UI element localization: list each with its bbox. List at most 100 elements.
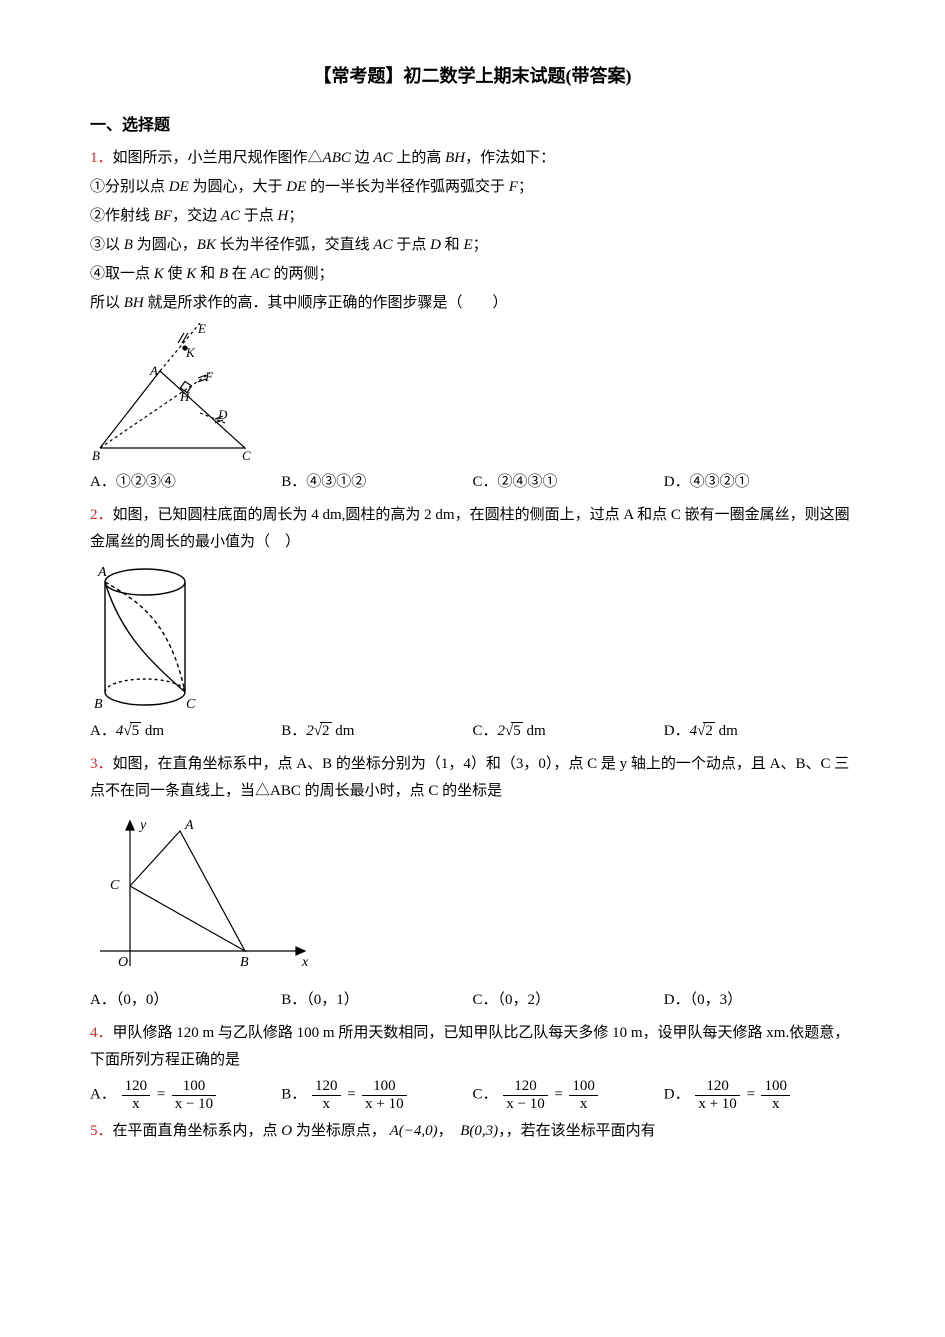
q1-optA: A．①②③④: [90, 469, 281, 496]
q1-number: 1: [90, 150, 98, 166]
q4-body: 甲队修路 120 m 与乙队修路 100 m 所用天数相同，已知甲队比乙队每天多…: [90, 1025, 849, 1068]
q5-b: 为坐标原点，: [292, 1123, 386, 1139]
q4c-d2: x: [569, 1096, 598, 1113]
q2d-coef: 4: [690, 723, 698, 739]
d1: D: [430, 237, 441, 253]
q5-B: B(0,3): [460, 1123, 498, 1139]
q2-options: A．4√5 dm B．2√2 dm C．2√5 dm D．4√2 dm: [90, 718, 855, 745]
s3c: 长为半径作弧，交直线: [216, 237, 374, 253]
q4-dot: ．: [98, 1025, 113, 1041]
q2-optA: A．4√5 dm: [90, 718, 281, 745]
q4d-pre: D．: [664, 1087, 690, 1103]
q2-figure: A B C: [90, 562, 855, 712]
q1-dot: ．: [98, 150, 113, 166]
fig3-x: x: [301, 955, 309, 970]
h1: H: [278, 208, 289, 224]
q2-optB: B．2√2 dm: [281, 718, 472, 745]
q4b-n1: 120: [312, 1078, 341, 1096]
bf: BF: [154, 208, 172, 224]
s4c: 和: [196, 266, 219, 282]
q4b-d1: x: [312, 1096, 341, 1113]
q2-body: 如图，已知圆柱底面的周长为 4 dm,圆柱的高为 2 dm，在圆柱的侧面上，过点…: [90, 507, 850, 550]
fig1-B: B: [92, 448, 100, 463]
b1: B: [124, 237, 133, 253]
fig1-K: K: [185, 345, 196, 360]
k2: K: [186, 266, 196, 282]
s3a: ③以: [90, 237, 124, 253]
fig3-y: y: [138, 818, 147, 833]
s3d: 于点: [393, 237, 431, 253]
q2c-unit: dm: [523, 723, 546, 739]
ac: AC: [373, 150, 392, 166]
q2c-pre: C．: [473, 723, 498, 739]
de2: DE: [286, 179, 306, 195]
q2c-coef: 2: [498, 723, 506, 739]
s2b: ，交边: [172, 208, 221, 224]
q3-figure: y A C O B x: [90, 811, 855, 981]
bk: BK: [197, 237, 216, 253]
s2a: ②作射线: [90, 208, 154, 224]
q3-optC: C．（0，2）: [473, 987, 664, 1014]
q3-text: 3．如图，在直角坐标系中，点 A、B 的坐标分别为（1，4）和（3，0），点 C…: [90, 751, 855, 805]
s1a: ①分别以点: [90, 179, 169, 195]
q4-text: 4．甲队修路 120 m 与乙队修路 100 m 所用天数相同，已知甲队比乙队每…: [90, 1020, 855, 1074]
fig3-O: O: [118, 955, 128, 970]
s2c: 于点: [240, 208, 278, 224]
abc: ABC: [323, 150, 351, 166]
q4c-n2: 100: [569, 1078, 598, 1096]
fig1-H: H: [179, 389, 190, 404]
ac2: AC: [221, 208, 240, 224]
q2b-pre: B．: [281, 723, 306, 739]
q3-dot: ．: [98, 756, 113, 772]
q2-optC: C．2√5 dm: [473, 718, 664, 745]
q4c-eq: =: [553, 1087, 563, 1103]
q1-t1b: 边: [351, 150, 374, 166]
q3-body: 如图，在直角坐标系中，点 A、B 的坐标分别为（1，4）和（3，0），点 C 是…: [90, 756, 849, 799]
q4d-d2: x: [761, 1096, 790, 1113]
q2-optD: D．4√2 dm: [664, 718, 855, 745]
q1-optD: D．④③②①: [664, 469, 855, 496]
q2d-unit: dm: [715, 723, 738, 739]
section-header: 一、选择题: [90, 112, 855, 141]
q4d-d1: x + 10: [695, 1096, 739, 1113]
q2b-rad: 2: [320, 722, 332, 739]
s4b: 使: [164, 266, 187, 282]
fig2-C: C: [186, 697, 196, 712]
q4b-eq: =: [346, 1087, 356, 1103]
q4b-d2: x + 10: [362, 1096, 406, 1113]
s3e: 和: [441, 237, 464, 253]
f1: F: [509, 179, 518, 195]
q4-optB: B． 120x = 100x + 10: [281, 1078, 472, 1112]
q5-dot: ．: [98, 1123, 113, 1139]
fig1-C: C: [242, 448, 251, 463]
q3-optB: B．（0，1）: [281, 987, 472, 1014]
q4d-n2: 100: [761, 1078, 790, 1096]
ac3: AC: [373, 237, 392, 253]
q4-options: A． 120x = 100x − 10 B． 120x = 100x + 10 …: [90, 1078, 855, 1112]
q1-t1c: 上的高: [393, 150, 446, 166]
fig2-B: B: [94, 697, 103, 712]
s3f: ；: [473, 237, 488, 253]
bh2: BH: [124, 295, 144, 311]
q2d-pre: D．: [664, 723, 690, 739]
q5-c2: ，: [498, 1123, 506, 1139]
q3-optD: D．（0，3）: [664, 987, 855, 1014]
q1-step3: ③以 B 为圆心，BK 长为半径作弧，交直线 AC 于点 D 和 E；: [90, 232, 855, 259]
q2a-unit: dm: [141, 723, 164, 739]
de1: DE: [169, 179, 189, 195]
q1-step4: ④取一点 K 使 K 和 B 在 AC 的两侧；: [90, 261, 855, 288]
ta: 所以: [90, 295, 124, 311]
s4e: 的两侧；: [270, 266, 334, 282]
e1: E: [463, 237, 472, 253]
q4a-n1: 120: [122, 1078, 151, 1096]
q2c-rad: 5: [511, 722, 523, 739]
q4b-pre: B．: [281, 1087, 306, 1103]
fig1-D: D: [217, 407, 228, 422]
q5-text: 5．在平面直角坐标系内，点 O 为坐标原点， A(−4,0)， B(0,3)，，…: [90, 1118, 855, 1145]
q4a-d1: x: [122, 1096, 151, 1113]
q5-c: ，若在该坐标平面内有: [506, 1123, 656, 1139]
q2d-rad: 2: [703, 722, 715, 739]
q4a-d2: x − 10: [172, 1096, 216, 1113]
q1-step2: ②作射线 BF，交边 AC 于点 H；: [90, 203, 855, 230]
q1-optC: C．②④③①: [473, 469, 664, 496]
